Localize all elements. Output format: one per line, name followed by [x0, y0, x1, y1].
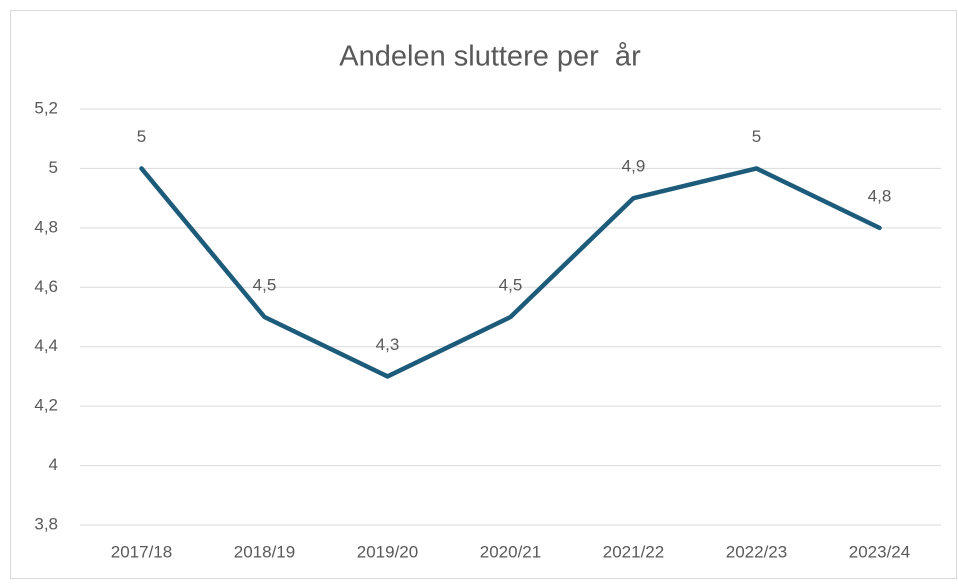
y-tick-label: 4 [49, 455, 58, 474]
y-tick-label: 4,6 [34, 277, 58, 296]
x-tick-label: 2022/23 [726, 542, 787, 561]
y-tick-label: 4,8 [34, 217, 58, 236]
x-tick-label: 2018/19 [234, 542, 295, 561]
chart-title: Andelen sluttere per år [339, 41, 641, 73]
x-tick-label: 2021/22 [603, 542, 664, 561]
data-label: 5 [137, 127, 146, 146]
data-label: 4,8 [868, 186, 892, 205]
data-line [139, 166, 882, 379]
data-label: 5 [752, 127, 761, 146]
data-label: 4,5 [499, 275, 523, 294]
y-tick-label: 5,2 [34, 98, 58, 117]
data-label: 4,3 [376, 335, 400, 354]
data-label: 4,9 [622, 157, 646, 176]
x-tick-label: 2019/20 [357, 542, 418, 561]
y-tick-label: 4,4 [34, 336, 58, 355]
y-tick-label: 5 [49, 158, 58, 177]
x-tick-label: 2020/21 [480, 542, 541, 561]
y-tick-label: 3,8 [34, 514, 58, 533]
data-label: 4,5 [253, 275, 277, 294]
x-tick-label: 2023/24 [849, 542, 910, 561]
x-tick-label: 2017/18 [111, 542, 172, 561]
chart-border [10, 10, 957, 579]
y-tick-label: 4,2 [34, 396, 58, 415]
